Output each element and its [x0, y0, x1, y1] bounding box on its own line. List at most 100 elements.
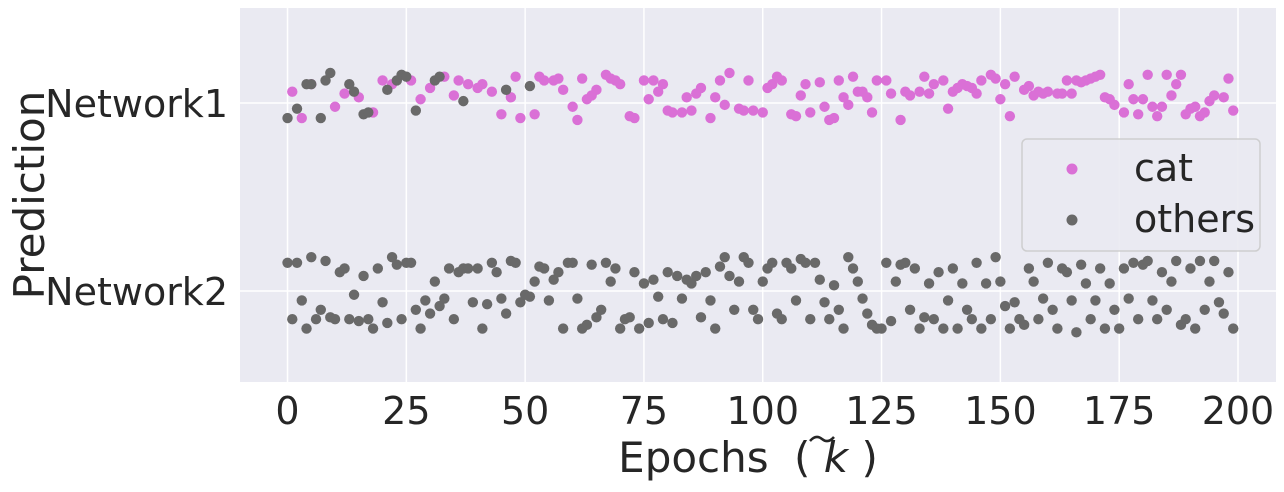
point-cat-113 — [819, 101, 830, 112]
point-others-162 — [1052, 323, 1063, 334]
point-others-28 — [415, 323, 426, 334]
point-others-89 — [705, 295, 716, 306]
point-cat-123 — [866, 107, 878, 118]
point-cat-151 — [999, 79, 1011, 90]
point-others-127 — [885, 315, 897, 327]
point-cat-92 — [719, 99, 730, 111]
point-cat-183 — [1151, 110, 1163, 122]
point-others-169 — [1085, 314, 1096, 325]
y-tick-label-network1: Network1 — [45, 82, 228, 126]
point-others-152 — [1004, 323, 1016, 334]
point-others-5 — [306, 79, 317, 90]
point-others-61 — [572, 293, 583, 304]
point-cat-85 — [686, 105, 697, 116]
point-others-137 — [933, 267, 944, 278]
tilde-accent — [809, 435, 835, 443]
point-others-65 — [591, 312, 602, 323]
point-others-43 — [486, 257, 498, 268]
point-others-98 — [748, 304, 759, 315]
point-others-74 — [633, 323, 645, 334]
legend: cat others — [1021, 138, 1261, 252]
point-others-87 — [695, 312, 707, 323]
point-others-112 — [814, 274, 825, 285]
point-others-185 — [1161, 304, 1172, 315]
point-others-30 — [424, 308, 436, 319]
y-tick-label-network2: Network2 — [45, 270, 228, 314]
point-others-93 — [724, 270, 735, 282]
point-cat-136 — [928, 79, 940, 90]
point-cat-115 — [828, 112, 840, 124]
point-others-193 — [1199, 304, 1210, 315]
point-others-76 — [643, 317, 654, 329]
point-others-60 — [567, 257, 578, 268]
x-axis-title-close: ) — [861, 433, 877, 482]
point-others-56 — [548, 274, 559, 285]
point-others-0 — [282, 112, 293, 124]
point-others-31 — [429, 276, 441, 287]
point-others-148 — [985, 314, 997, 325]
point-others-149 — [990, 251, 1001, 263]
x-tick-label-25: 25 — [382, 389, 430, 433]
point-others-184 — [1156, 267, 1168, 278]
point-cat-134 — [919, 71, 930, 82]
point-others-125 — [876, 323, 887, 334]
point-others-175 — [1113, 323, 1125, 334]
point-others-114 — [824, 314, 835, 325]
point-others-157 — [1028, 276, 1039, 287]
point-others-13 — [344, 79, 355, 90]
point-cat-171 — [1094, 69, 1106, 81]
point-others-150 — [995, 276, 1006, 287]
point-others-94 — [729, 304, 740, 315]
point-cat-48 — [510, 71, 521, 82]
point-others-66 — [595, 304, 607, 315]
point-cat-119 — [847, 71, 859, 82]
point-others-95 — [733, 276, 745, 287]
point-cat-47 — [505, 92, 517, 103]
legend-marker-cat — [1066, 163, 1078, 175]
x-tick-label-125: 125 — [845, 389, 918, 433]
point-others-12 — [339, 263, 350, 274]
point-others-116 — [833, 304, 844, 315]
point-others-80 — [662, 267, 673, 278]
point-others-199 — [1228, 323, 1239, 334]
point-cat-149 — [990, 73, 1001, 84]
point-others-172 — [1099, 323, 1111, 334]
point-others-2 — [291, 257, 303, 268]
point-cat-35 — [448, 90, 460, 101]
x-tick-labels: 0 25 50 75 100 125 150 175 200 — [275, 389, 1274, 433]
point-cat-97 — [743, 75, 754, 86]
point-others-107 — [790, 295, 802, 306]
point-others-176 — [1118, 263, 1130, 274]
point-others-151 — [999, 300, 1011, 312]
point-others-171 — [1094, 263, 1106, 274]
point-others-90 — [710, 323, 721, 334]
point-cat-187 — [1171, 79, 1182, 90]
point-others-82 — [672, 270, 683, 282]
x-axis-title-text: Epochs — [618, 433, 769, 482]
point-cat-163 — [1056, 88, 1068, 99]
point-cat-150 — [995, 94, 1006, 105]
point-others-168 — [1080, 278, 1092, 289]
point-others-49 — [515, 297, 526, 308]
point-cat-118 — [843, 99, 854, 111]
point-others-109 — [800, 257, 811, 268]
x-tick-label-100: 100 — [726, 389, 799, 433]
point-others-104 — [776, 314, 787, 325]
point-others-155 — [1018, 319, 1030, 331]
point-cat-65 — [591, 84, 602, 96]
point-cat-197 — [1218, 92, 1229, 103]
point-others-110 — [805, 314, 816, 325]
point-cat-153 — [1009, 71, 1020, 82]
point-cat-93 — [724, 67, 735, 79]
point-cat-109 — [800, 79, 811, 90]
point-others-72 — [624, 312, 635, 323]
point-others-190 — [1185, 263, 1196, 274]
point-others-0 — [282, 257, 293, 268]
point-others-68 — [605, 276, 616, 287]
point-cat-107 — [790, 110, 802, 122]
point-others-51 — [524, 291, 536, 302]
x-tick-label-50: 50 — [501, 389, 549, 433]
point-others-189 — [1180, 314, 1191, 325]
point-others-17 — [363, 314, 374, 325]
series-others — [282, 67, 1239, 338]
